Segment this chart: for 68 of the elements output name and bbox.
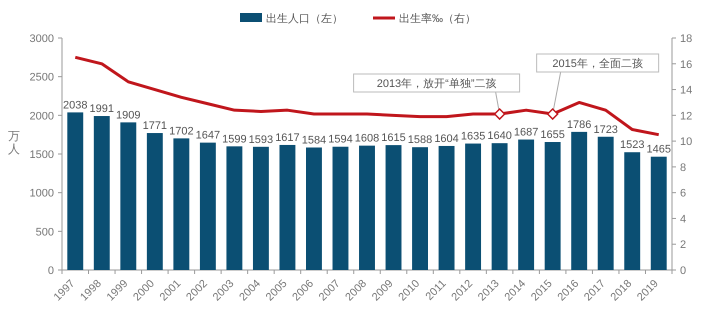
bar <box>146 133 163 270</box>
y-tick-label: 0 <box>48 265 54 277</box>
bar <box>120 122 136 270</box>
bar <box>200 142 216 270</box>
data-label: 1617 <box>275 132 300 144</box>
annotation: 2013年，放开“单独”二孩 <box>376 77 497 90</box>
bar <box>571 132 588 270</box>
legend-label: 出生人口（左） <box>266 12 343 25</box>
data-label: 1786 <box>566 118 592 131</box>
bar <box>359 146 375 270</box>
bar <box>544 142 561 270</box>
data-label: 1655 <box>540 129 565 142</box>
bar <box>465 144 482 270</box>
y2-tick-label: 0 <box>680 265 686 277</box>
bar <box>386 145 402 270</box>
y2-tick-label: 6 <box>680 188 686 200</box>
data-label: 1523 <box>620 139 644 152</box>
data-label: 1909 <box>116 109 141 122</box>
bar <box>438 146 455 270</box>
y-tick-label: 1000 <box>30 188 54 200</box>
data-label: 2038 <box>63 99 88 112</box>
bar <box>226 146 242 270</box>
y-tick-label: 500 <box>36 226 54 238</box>
y2-tick-label: 18 <box>680 33 692 45</box>
bar <box>650 156 667 270</box>
y2-tick-label: 16 <box>680 58 692 71</box>
data-label: 1723 <box>593 124 618 136</box>
bar <box>173 138 190 270</box>
data-label: 1588 <box>408 134 432 146</box>
data-label: 1640 <box>487 130 512 142</box>
bar <box>492 143 508 270</box>
legend-label: 出生率‰（右） <box>399 12 476 25</box>
y2-tick-label: 4 <box>680 213 686 226</box>
bar <box>518 140 534 270</box>
data-label: 1599 <box>222 133 247 146</box>
bar <box>252 146 269 270</box>
y-tick-label: 3000 <box>30 33 54 45</box>
data-label: 1584 <box>302 134 326 147</box>
bar <box>67 112 84 270</box>
y-tick-label: 1500 <box>30 149 54 161</box>
y-tick-label: 2500 <box>30 72 54 84</box>
y2-tick-label: 12 <box>680 110 692 122</box>
y2-tick-label: 8 <box>680 162 686 174</box>
data-label: 1702 <box>169 125 194 138</box>
y2-tick-label: 14 <box>680 84 692 97</box>
data-label: 1991 <box>90 103 114 116</box>
bar <box>279 144 296 270</box>
data-label: 1615 <box>381 132 406 144</box>
bar <box>332 146 348 270</box>
data-label: 1593 <box>248 134 274 146</box>
bar <box>94 116 110 270</box>
y2-tick-label: 2 <box>680 239 686 252</box>
y-axis-title: 万人 <box>8 129 20 156</box>
bar <box>598 136 614 270</box>
y-tick-label: 2000 <box>30 110 54 122</box>
data-label: 1635 <box>460 130 486 143</box>
data-label: 1608 <box>354 132 380 145</box>
data-label: 1594 <box>328 134 353 146</box>
bar <box>624 152 640 270</box>
bar <box>306 148 322 270</box>
bar <box>412 147 428 270</box>
data-label: 1687 <box>514 126 538 139</box>
data-label: 1604 <box>434 132 459 145</box>
y2-tick-label: 10 <box>680 136 692 148</box>
annotation: 2015年，全面二孩 <box>552 57 643 70</box>
data-label: 1465 <box>646 144 671 156</box>
data-label: 1771 <box>142 120 168 132</box>
data-label: 1647 <box>196 130 220 142</box>
